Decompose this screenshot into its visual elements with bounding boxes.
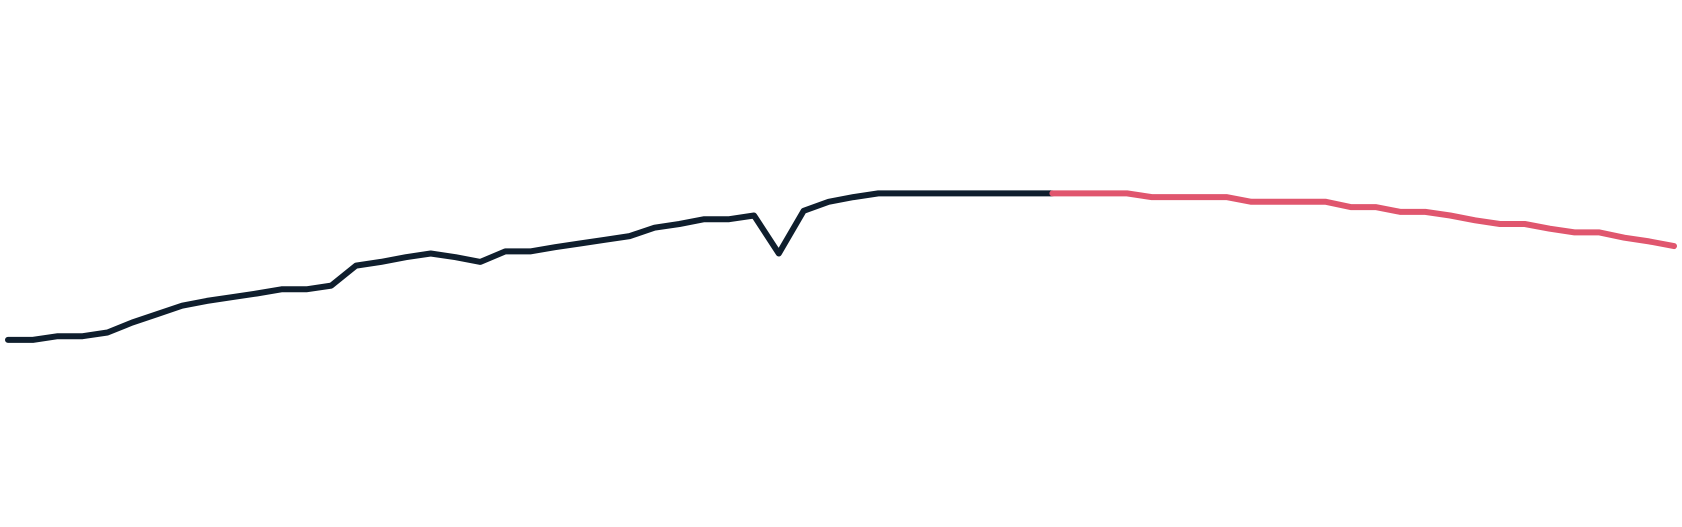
series-line-2 (1049, 190, 1677, 250)
series-layer (5, 190, 1677, 343)
series-line-1 (5, 190, 1056, 343)
